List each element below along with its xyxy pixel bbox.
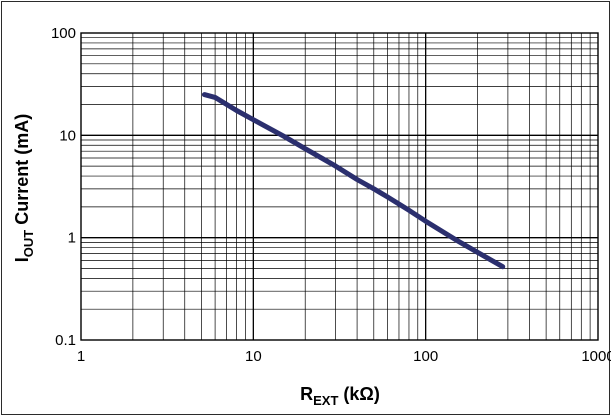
x-tick-labels: 1 10 100 1000 — [77, 348, 611, 365]
y-tick-label: 0.1 — [55, 332, 76, 349]
y-tick-label: 1 — [68, 230, 76, 247]
plot-background — [81, 33, 598, 340]
plot-border — [80, 32, 599, 341]
x-axis-title: REXT (kΩ) — [300, 384, 380, 408]
x-tick-label: 1000 — [581, 348, 611, 365]
y-axis-title-main: I — [12, 257, 32, 262]
x-axis-title-subscript: EXT — [313, 393, 338, 408]
series-layer — [201, 92, 506, 270]
major-grid — [81, 33, 598, 340]
y-tick-label: 100 — [51, 25, 76, 42]
minor-grid — [81, 33, 598, 340]
y-tick-label: 10 — [59, 127, 76, 144]
y-axis-title-subscript: OUT — [21, 230, 36, 258]
x-tick-label: 1 — [77, 348, 85, 365]
x-axis-title-suffix: (kΩ) — [338, 384, 379, 404]
y-tick-labels: 0.1 1 10 100 — [51, 25, 76, 349]
y-axis-title-suffix: Current (mA) — [12, 114, 32, 230]
x-axis-title-main: R — [300, 384, 313, 404]
x-tick-label: 10 — [245, 348, 262, 365]
x-tick-label: 100 — [413, 348, 438, 365]
y-axis-title: IOUT Current (mA) — [12, 114, 36, 262]
series-line-iout-vs-rext — [201, 92, 506, 270]
